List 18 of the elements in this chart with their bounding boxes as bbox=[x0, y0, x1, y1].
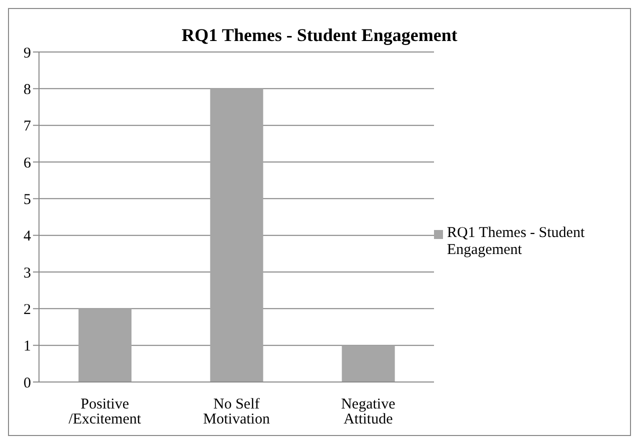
y-tick-label: 0 bbox=[24, 375, 31, 392]
legend-label: RQ1 Themes - Student Engagement bbox=[447, 225, 586, 259]
y-tick-label: 1 bbox=[24, 338, 31, 355]
y-tick-label: 8 bbox=[24, 82, 31, 98]
y-tick-label: 4 bbox=[24, 228, 32, 245]
x-tick-label: No Self Motivation bbox=[203, 396, 270, 428]
x-tick-label: Positive /Excitement bbox=[68, 396, 142, 428]
bar bbox=[342, 345, 395, 382]
y-tick-label: 6 bbox=[24, 155, 32, 172]
y-tick-label: 2 bbox=[24, 302, 31, 318]
y-tick-label: 7 bbox=[24, 118, 32, 135]
bar bbox=[210, 88, 264, 382]
y-tick-label: 3 bbox=[24, 265, 31, 282]
x-tick-label: Negative Attitude bbox=[341, 396, 396, 428]
y-tick-label: 9 bbox=[24, 45, 31, 62]
bar bbox=[78, 308, 132, 382]
chart-title: RQ1 Themes - Student Engagement bbox=[180, 25, 458, 46]
y-tick-label: 5 bbox=[24, 192, 31, 208]
